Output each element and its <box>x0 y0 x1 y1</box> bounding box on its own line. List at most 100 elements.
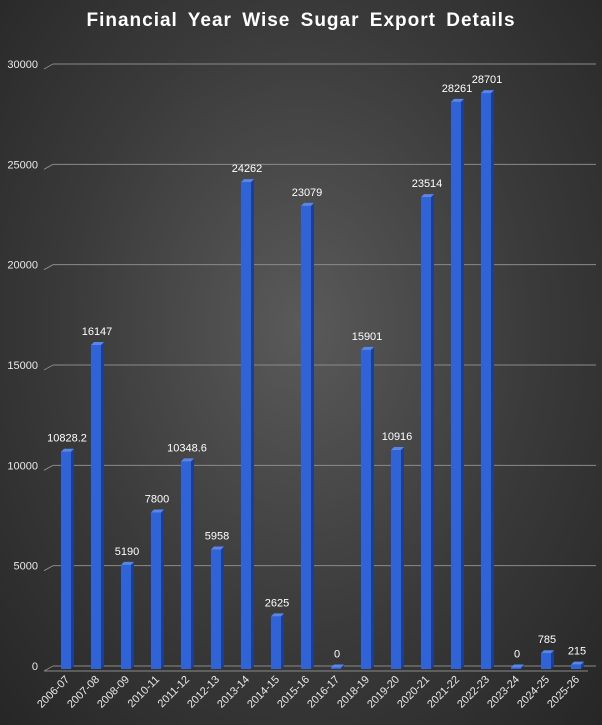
bar-side <box>281 613 284 669</box>
data-label: 5190 <box>115 546 139 558</box>
bar-front <box>511 667 521 669</box>
bar-side <box>551 650 554 669</box>
gridline-corner <box>43 665 54 672</box>
data-label: 10828.2 <box>47 433 87 445</box>
bar-top <box>241 179 254 183</box>
y-tick-label: 5000 <box>14 561 38 573</box>
data-label: 23514 <box>412 178 443 190</box>
y-axis-ticks: 0 5000 10000 15000 20000 25000 30000 <box>7 59 38 673</box>
gridline-corner <box>43 163 54 170</box>
bar-side <box>131 561 134 669</box>
bar-top <box>301 202 314 206</box>
bar <box>91 341 104 669</box>
bar-side <box>401 446 404 669</box>
bar-side <box>341 664 344 669</box>
bar-top <box>421 194 434 198</box>
bar <box>241 179 254 670</box>
bar-top <box>541 650 554 654</box>
bar-front <box>421 197 431 669</box>
data-label: 5958 <box>205 530 229 542</box>
bar-front <box>361 349 371 669</box>
y-tick-label: 20000 <box>7 260 38 272</box>
x-tick-label: 2014-15 <box>245 674 282 711</box>
data-label: 15901 <box>352 331 383 343</box>
x-tick-label: 2008-09 <box>95 674 132 711</box>
y-tick-label: 15000 <box>7 360 38 372</box>
x-tick-label: 2010-11 <box>126 674 162 710</box>
data-label: 785 <box>538 634 556 646</box>
data-label: 24262 <box>232 163 263 175</box>
x-tick-label: 2016-17 <box>305 674 342 711</box>
bar-top <box>511 664 524 668</box>
gridline-corner <box>43 565 54 572</box>
bar-top <box>181 458 194 462</box>
bar-front <box>241 182 251 670</box>
data-label: 10916 <box>382 431 413 443</box>
bar <box>211 546 224 669</box>
bar-front <box>301 205 311 669</box>
bar <box>541 650 554 669</box>
bar-side <box>101 341 104 669</box>
bar-front <box>391 449 401 669</box>
bar-top <box>61 448 74 452</box>
data-label: 2625 <box>265 597 289 609</box>
bar-top <box>151 509 164 513</box>
bar-side <box>521 664 524 669</box>
x-tick-label: 2012-13 <box>185 674 222 711</box>
bar-front <box>331 667 341 669</box>
bar <box>301 202 314 669</box>
x-tick-label: 2007-08 <box>65 674 102 711</box>
bar <box>391 446 404 669</box>
x-tick-label: 2023-24 <box>485 674 522 711</box>
bar-side <box>461 98 464 669</box>
bar-side <box>251 179 254 670</box>
bar <box>331 664 344 669</box>
bar-top <box>481 90 494 94</box>
y-tick-label: 0 <box>32 661 38 673</box>
gridline-corner <box>43 63 54 70</box>
gridline-corner <box>43 464 54 471</box>
gridline-corner <box>43 364 54 371</box>
bar-side <box>311 202 314 669</box>
bar <box>511 664 524 669</box>
data-label: 28701 <box>472 74 503 86</box>
bar-side <box>221 546 224 669</box>
x-tick-label: 2006-07 <box>35 674 72 711</box>
bar <box>571 661 584 669</box>
bar-front <box>451 101 461 669</box>
x-tick-label: 2025-26 <box>545 674 582 711</box>
bar <box>181 458 194 669</box>
x-tick-label: 2020-21 <box>395 674 432 711</box>
bar-front <box>571 664 581 669</box>
data-label: 0 <box>334 649 340 661</box>
x-axis-ticks: 2006-072007-082008-092010-112011-122012-… <box>35 674 582 711</box>
y-tick-label: 10000 <box>7 460 38 472</box>
bar-top <box>91 341 104 345</box>
bar <box>271 613 284 669</box>
x-tick-label: 2021-22 <box>425 674 462 711</box>
bar-front <box>61 451 71 669</box>
bar-top <box>121 561 134 565</box>
bar-top <box>451 98 464 102</box>
bar-side <box>371 346 374 669</box>
gridline-corner <box>43 264 54 271</box>
data-label: 23079 <box>292 187 323 199</box>
x-tick-label: 2013-14 <box>215 674 252 711</box>
data-label: 215 <box>568 646 586 658</box>
bar-front <box>211 549 221 669</box>
x-tick-label: 2018-19 <box>335 674 372 711</box>
data-label: 0 <box>514 649 520 661</box>
bar-side <box>191 458 194 669</box>
bar-front <box>91 344 101 669</box>
bar-front <box>121 564 131 669</box>
bar <box>121 561 134 669</box>
bar <box>421 194 434 669</box>
data-labels: 10828.2 16147 5190 7800 10348.6 5958 24262 2625… <box>47 74 586 660</box>
gridlines <box>43 63 596 672</box>
chart-title: Financial Year Wise Sugar Export Details <box>86 10 516 31</box>
bar-side <box>581 661 584 669</box>
data-label: 10348.6 <box>167 442 207 454</box>
bar-front <box>181 461 191 669</box>
